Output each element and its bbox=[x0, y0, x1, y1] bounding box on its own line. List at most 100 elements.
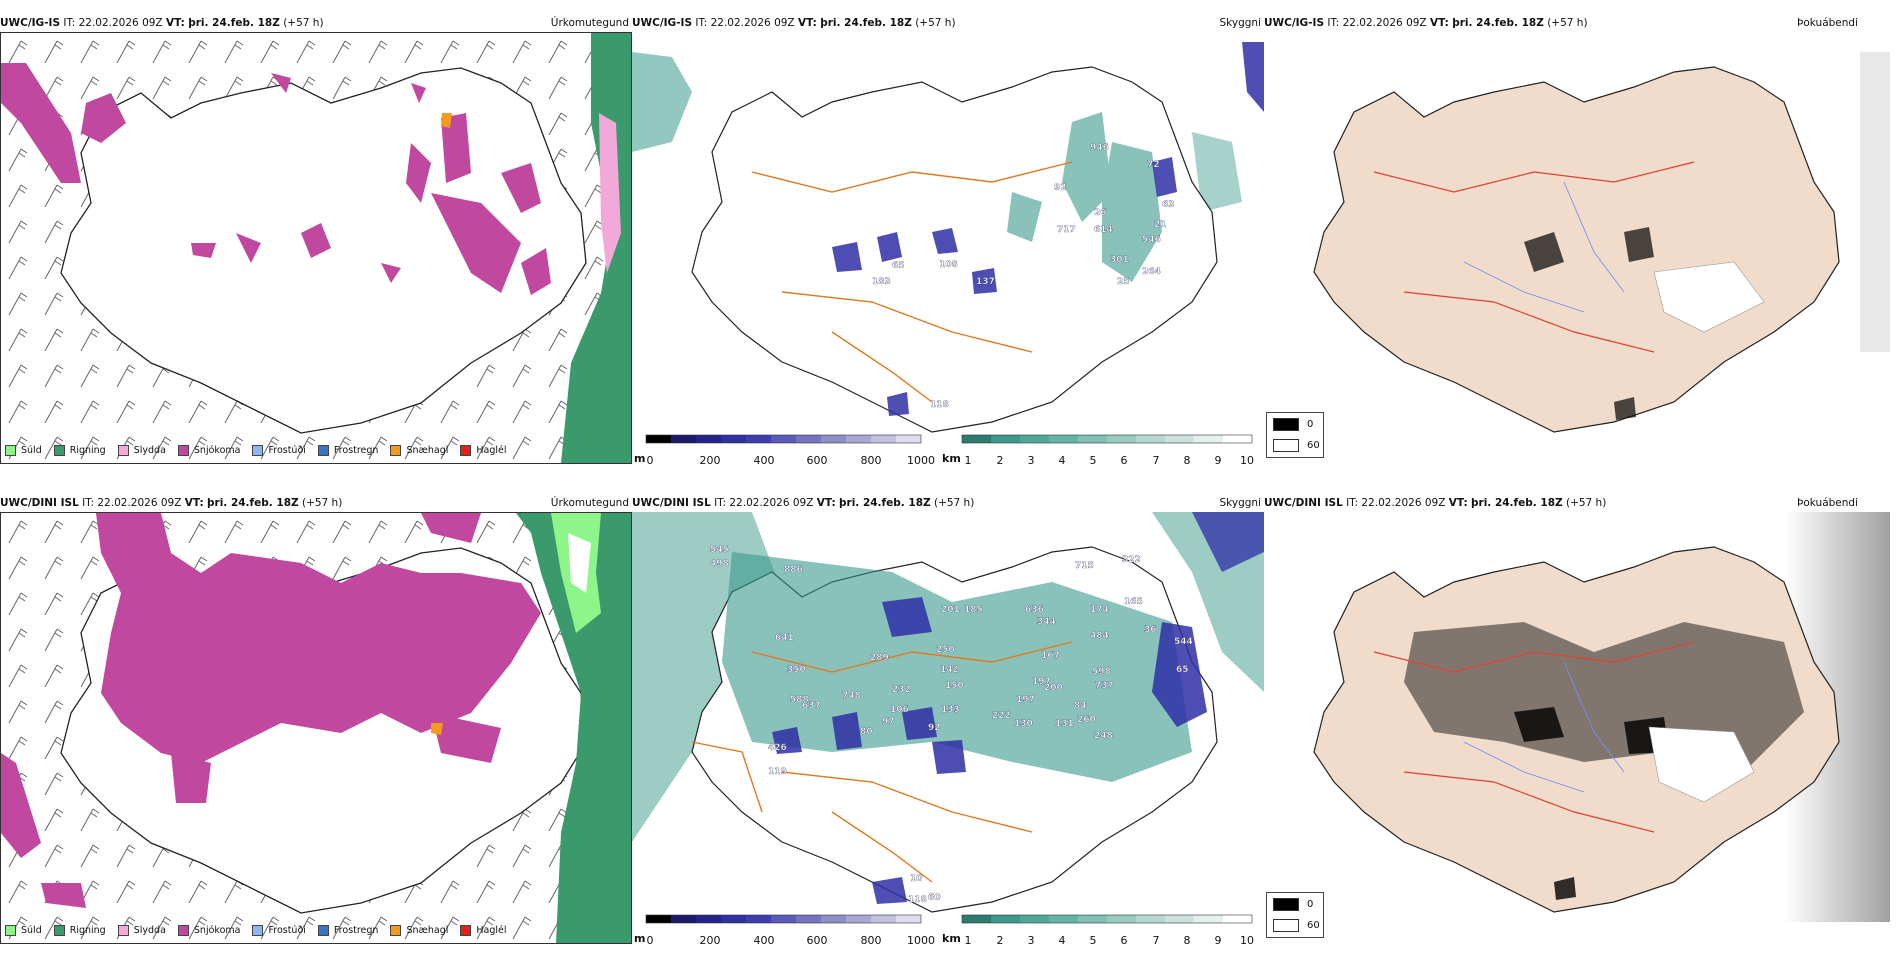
snow-areas bbox=[1, 63, 551, 295]
it-label: IT: bbox=[1327, 17, 1340, 29]
model-name: UWC/DINI ISL bbox=[0, 497, 79, 509]
vis-label: 63 bbox=[1162, 200, 1175, 210]
roads bbox=[751, 161, 1073, 403]
model-name: UWC/DINI ISL bbox=[632, 497, 711, 509]
legend-label: Snæhagl bbox=[406, 444, 449, 456]
swatch bbox=[1273, 919, 1299, 932]
colorbar-tick: 8 bbox=[1183, 454, 1191, 467]
legend-hail: Haglél bbox=[460, 444, 507, 456]
it-value: 22.02.2026 09Z bbox=[1361, 497, 1446, 509]
it-label: IT: bbox=[1346, 497, 1359, 509]
cloud-legend-low: 0 bbox=[1273, 898, 1313, 911]
vis-label: 289 bbox=[870, 653, 889, 663]
row1-precip-panel: UWC/IG-IS IT: 22.02.2026 09Z VT: þri. 24… bbox=[0, 14, 632, 464]
vis-label: 250 bbox=[936, 645, 955, 655]
colorbar-tick: 1 bbox=[964, 934, 972, 947]
colorbar-tick: 800 bbox=[860, 934, 882, 947]
colorbar-tick: 3 bbox=[1027, 454, 1035, 467]
row2-precip-panel: UWC/DINI ISL IT: 22.02.2026 09Z VT: þri.… bbox=[0, 494, 632, 944]
legend-label: Snjókoma bbox=[193, 924, 241, 936]
panel-title: Þokuábendi bbox=[1797, 17, 1858, 29]
colorbar-tick: 1 bbox=[964, 454, 972, 467]
vis-label: 60 bbox=[928, 893, 941, 903]
colorbar-tick: 4 bbox=[1058, 454, 1066, 467]
colorbar-tick: 2 bbox=[996, 454, 1004, 467]
it-label: IT: bbox=[695, 17, 708, 29]
legend-hail: Haglél bbox=[460, 924, 507, 936]
cloud-legend-low: 0 bbox=[1273, 418, 1313, 431]
cloud-legend: 0 60 bbox=[1266, 412, 1324, 458]
vis-label: 84 bbox=[1074, 701, 1087, 711]
it-value: 22.02.2026 09Z bbox=[97, 497, 182, 509]
legend-label: Súld bbox=[21, 924, 42, 936]
vis-label: 322 bbox=[1122, 555, 1141, 565]
legend-label: Frostregn bbox=[333, 444, 379, 456]
cloud-legend-high: 60 bbox=[1273, 439, 1320, 452]
colorbar-tick: 4 bbox=[1058, 934, 1066, 947]
vis-label: 108 bbox=[939, 260, 958, 270]
vis-label: 21 bbox=[1154, 220, 1167, 230]
vt-value: þri. 24.feb. 18Z bbox=[839, 497, 931, 509]
legend-label: Slydda bbox=[133, 444, 166, 456]
colorbar-tick: 9 bbox=[1214, 934, 1222, 947]
colorbar-tick: 7 bbox=[1152, 934, 1160, 947]
vis-label: 545 bbox=[710, 545, 729, 555]
swatch bbox=[53, 444, 65, 456]
colorbar-km-bar bbox=[961, 914, 1253, 924]
colorbar-tick: 2 bbox=[996, 934, 1004, 947]
legend-freezing-drizzle: Frostúði bbox=[252, 444, 306, 456]
swatch bbox=[177, 924, 189, 936]
row2-visibility-panel: UWC/DINI ISL IT: 22.02.2026 09Z VT: þri.… bbox=[632, 494, 1264, 947]
lead-time: (+57 h) bbox=[301, 497, 343, 509]
colorbar-tick: 1000 bbox=[907, 454, 935, 467]
colorbar-tick: 10 bbox=[1240, 934, 1254, 947]
vis-label: 637 bbox=[802, 701, 821, 711]
model-name: UWC/IG-IS bbox=[0, 17, 61, 29]
swatch bbox=[5, 924, 16, 936]
vis-label: 222 bbox=[992, 711, 1011, 721]
glacier-area bbox=[1648, 726, 1755, 803]
vt-label: VT: bbox=[1429, 17, 1449, 29]
rivers bbox=[1463, 661, 1625, 793]
legend-snow-pellets: Snæhagl bbox=[390, 444, 449, 456]
visibility-map-svg: 946 72 92 26 63 717 614 21 546 301 264 2… bbox=[632, 42, 1264, 433]
swatch bbox=[5, 444, 16, 456]
vt-value: þri. 24.feb. 18Z bbox=[188, 17, 280, 29]
precip-map-svg bbox=[1, 513, 631, 943]
blue-visibility-areas bbox=[832, 157, 1177, 416]
rain-area bbox=[516, 513, 631, 943]
low-visibility-area bbox=[1192, 132, 1242, 212]
vis-label: 25 bbox=[1117, 277, 1130, 287]
colorbar-m: m 0 200 400 600 800 1000 bbox=[634, 434, 939, 476]
vis-label: 131 bbox=[1055, 719, 1074, 729]
legend-label: 0 bbox=[1307, 419, 1314, 430]
legend-snow: Snjókoma bbox=[177, 924, 241, 936]
colorbar-km-bar bbox=[961, 434, 1253, 444]
snow-areas bbox=[1, 513, 541, 908]
vis-label: 232 bbox=[892, 685, 911, 695]
colorbar-tick: 3 bbox=[1027, 934, 1035, 947]
legend-freezing-rain: Frostregn bbox=[317, 444, 379, 456]
legend-label: Rigning bbox=[69, 444, 106, 456]
panel-header: UWC/DINI ISL IT: 22.02.2026 09Z VT: þri.… bbox=[1264, 494, 1900, 512]
vis-label: 946 bbox=[1090, 143, 1109, 153]
legend-label: Frostúði bbox=[268, 924, 306, 936]
vt-value: þri. 24.feb. 18Z bbox=[207, 497, 299, 509]
panel-header: UWC/IG-IS IT: 22.02.2026 09Z VT: þri. 24… bbox=[1264, 14, 1900, 32]
vis-label: 130 bbox=[1014, 719, 1033, 729]
colorbar-tick: 400 bbox=[753, 454, 775, 467]
vis-label: 106 bbox=[890, 705, 909, 715]
vis-label: 65 bbox=[892, 261, 905, 271]
vis-label: 183 bbox=[872, 277, 891, 287]
legend-label: Slydda bbox=[133, 924, 166, 936]
swatch bbox=[390, 924, 402, 936]
vis-label: 200 bbox=[1044, 683, 1063, 693]
panel-header: UWC/DINI ISL IT: 22.02.2026 09Z VT: þri.… bbox=[0, 494, 632, 512]
swatch bbox=[1273, 418, 1299, 431]
model-name: UWC/IG-IS bbox=[632, 17, 693, 29]
legend-sleet: Slydda bbox=[117, 924, 166, 936]
it-label: IT: bbox=[82, 497, 95, 509]
vis-label: 150 bbox=[945, 681, 964, 691]
colorbar-tick: 9 bbox=[1214, 454, 1222, 467]
vis-label: 137 bbox=[976, 277, 995, 287]
